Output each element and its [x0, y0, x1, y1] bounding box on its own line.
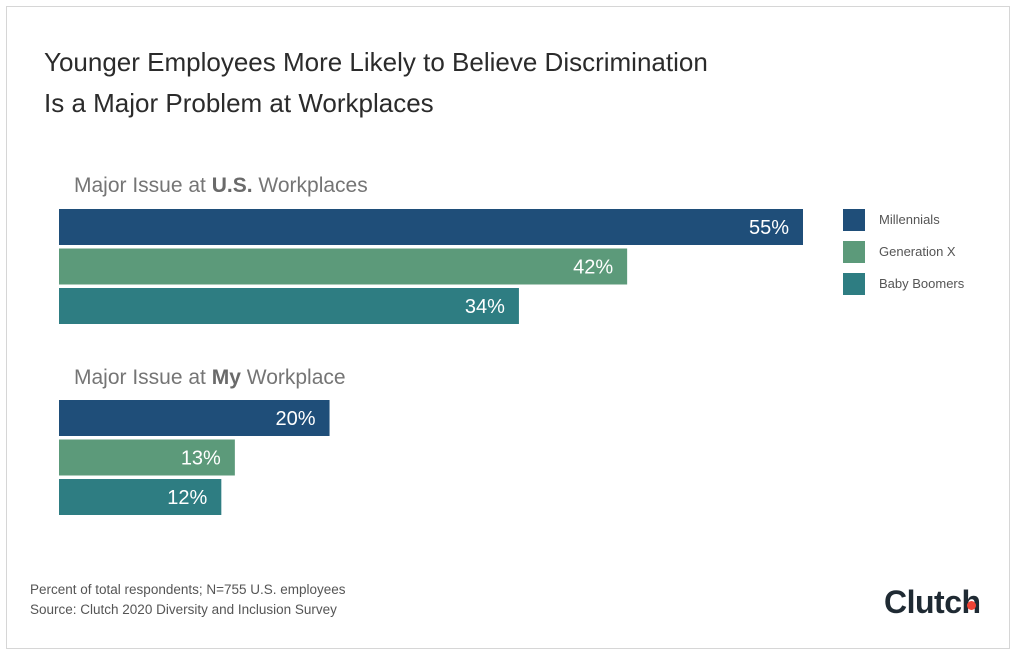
bar-baby-boomers-us-workplaces — [59, 288, 519, 324]
bar-generation-x-us-workplaces — [59, 248, 628, 285]
legend-swatch — [843, 273, 865, 295]
chart-title: Younger Employees More Likely to Believe… — [44, 42, 844, 124]
chart-frame — [6, 6, 1010, 649]
group-label-bold: U.S. — [211, 174, 253, 197]
legend-label: Baby Boomers — [879, 276, 965, 291]
bar-generation-x-my-workplace — [59, 439, 235, 476]
group-label-prefix: Major Issue at — [74, 366, 212, 389]
footnote: Percent of total respondents; N=755 U.S.… — [30, 580, 346, 620]
bar-value-label: 34% — [465, 296, 505, 318]
group-label-suffix: Workplace — [240, 366, 346, 389]
group-label-bold: My — [211, 366, 241, 389]
group-label-my-workplace: Major Issue at My Workplace — [74, 366, 346, 390]
footnote-source: Source: Clutch 2020 Diversity and Inclus… — [30, 602, 337, 617]
group-label-prefix: Major Issue at — [74, 174, 212, 197]
legend-label: Generation X — [879, 244, 956, 259]
clutch-logo-dot — [967, 601, 976, 610]
legend-label: Millennials — [879, 212, 940, 227]
chart-title-line-2: Is a Major Problem at Workplaces — [44, 88, 434, 118]
bar-value-label: 12% — [167, 487, 207, 509]
group-label-suffix: Workplaces — [252, 174, 368, 197]
bar-value-label: 55% — [749, 217, 789, 239]
group-label-us-workplaces: Major Issue at U.S. Workplaces — [74, 174, 368, 198]
bar-millennials-us-workplaces — [59, 209, 803, 245]
bar-value-label: 42% — [573, 257, 613, 279]
bar-baby-boomers-my-workplace — [59, 479, 222, 515]
clutch-logo: Clutch — [884, 584, 981, 620]
bar-millennials-my-workplace — [59, 400, 330, 436]
footnote-respondents: Percent of total respondents; N=755 U.S.… — [30, 582, 346, 597]
legend-swatch — [843, 209, 865, 231]
bar-value-label: 20% — [276, 408, 316, 430]
bar-value-label: 13% — [181, 448, 221, 470]
legend-swatch — [843, 241, 865, 263]
chart-title-line-1: Younger Employees More Likely to Believe… — [44, 47, 708, 77]
